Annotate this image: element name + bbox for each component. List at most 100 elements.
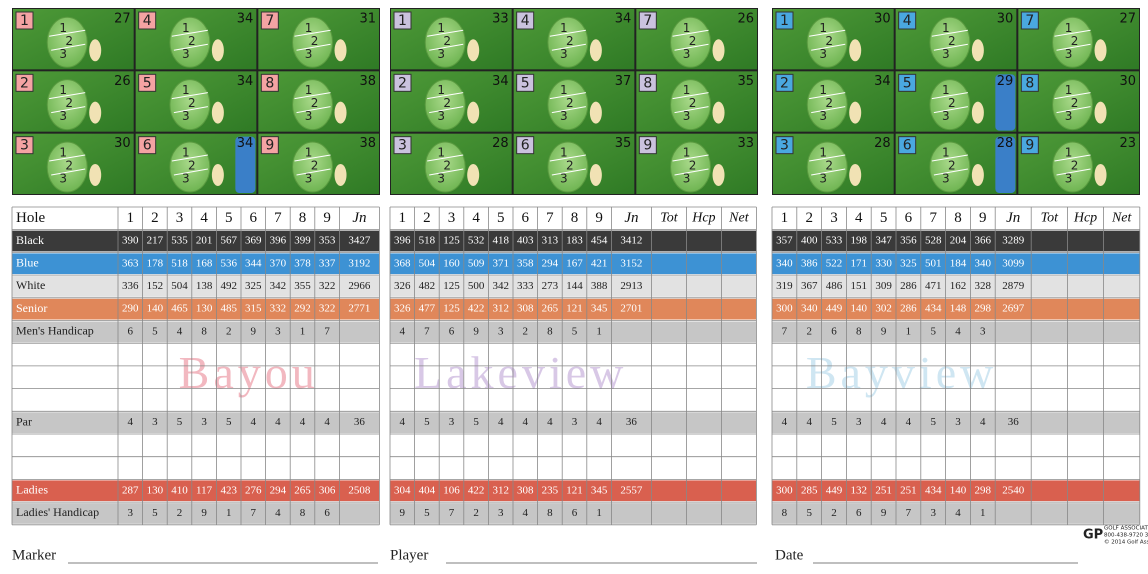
score-value: 4 — [906, 416, 912, 428]
green — [806, 16, 848, 68]
score-value: 423 — [220, 484, 237, 496]
green-zone-number: 1 — [182, 21, 190, 35]
score-value: 3427 — [348, 235, 371, 247]
score-value: 9 — [201, 507, 207, 519]
score-value: 370 — [270, 257, 287, 269]
score-value: 140 — [950, 484, 967, 496]
score-value: 353 — [319, 235, 336, 247]
row-label: Ladies — [16, 483, 48, 497]
logo-line: GOLF ASSOCIATES 99 — [1104, 526, 1148, 532]
score-value: 330 — [875, 257, 892, 269]
score-value: 371 — [492, 257, 509, 269]
green-zone-number: 2 — [65, 158, 73, 172]
green — [806, 141, 848, 193]
hole-number: 4 — [143, 13, 152, 29]
bunker — [971, 39, 984, 62]
score-value: 3 — [128, 507, 134, 519]
score-value: 5 — [930, 325, 936, 337]
score-value: 4 — [275, 507, 281, 519]
green-divider — [427, 29, 464, 37]
score-value: 286 — [900, 280, 917, 292]
score-value: 368 — [394, 257, 411, 269]
hole-badge — [260, 136, 279, 155]
green-zone-number: 1 — [683, 83, 691, 97]
score-value: 3 — [498, 325, 504, 337]
score-value: 345 — [591, 484, 608, 496]
logo-mark: GP — [1083, 528, 1103, 543]
score-value: 434 — [925, 484, 942, 496]
score-value: 322 — [319, 280, 336, 292]
header-hole-number: 8 — [571, 210, 579, 226]
footer-label: Player — [390, 547, 428, 563]
score-value: 1 — [226, 507, 232, 519]
score-value: 3 — [955, 416, 961, 428]
header-hole-number: 1 — [127, 210, 135, 226]
hole-badge — [516, 136, 535, 155]
hole-badge — [638, 11, 657, 30]
score-value: 160 — [443, 257, 460, 269]
header-hole-number: 4 — [200, 210, 208, 226]
score-value: 2697 — [1002, 303, 1025, 315]
bunker — [849, 101, 862, 124]
green-zone-number: 2 — [188, 34, 196, 48]
header-hole: Hole — [16, 210, 46, 226]
score-value: 4 — [782, 416, 788, 428]
score-value: 518 — [171, 257, 188, 269]
hole-badge — [15, 11, 34, 30]
header-hole-number: 8 — [299, 210, 307, 226]
score-value: 298 — [975, 484, 992, 496]
course-watermark: Bayview — [806, 347, 998, 398]
hole-badge — [775, 73, 794, 92]
bunker — [211, 101, 224, 124]
score-value: 148 — [950, 303, 967, 315]
hole-badge — [898, 136, 917, 155]
green — [169, 16, 211, 68]
score-value: 4 — [128, 416, 134, 428]
green-divider — [549, 154, 586, 162]
row-band — [772, 276, 1140, 297]
row-band — [772, 412, 1140, 433]
header-hole-number: 7 — [929, 210, 937, 226]
bunker — [334, 101, 347, 124]
green-divider — [1056, 168, 1091, 176]
score-value: 3 — [152, 416, 158, 428]
green — [670, 16, 712, 68]
score-value: 140 — [851, 303, 868, 315]
green-divider — [171, 29, 208, 37]
hole-number: 2 — [20, 75, 29, 91]
bunker — [1094, 101, 1107, 124]
score-value: 3099 — [1002, 257, 1025, 269]
score-value: 2 — [177, 507, 183, 519]
green — [670, 141, 712, 193]
green-divider — [296, 43, 331, 51]
hole-number: 4 — [903, 13, 912, 29]
logo-line: 800-438-9720 34 — [1104, 533, 1148, 539]
hole-badge — [260, 11, 279, 30]
score-value: 336 — [122, 280, 139, 292]
hole-tile: 123 7 31 — [258, 9, 379, 70]
hole-badge — [638, 136, 657, 155]
green-divider — [1056, 106, 1091, 114]
green-zone-number: 2 — [65, 96, 73, 110]
hole-badge — [898, 11, 917, 30]
score-value: 3152 — [620, 257, 642, 269]
score-value: 2557 — [620, 484, 643, 496]
score-value: 322 — [319, 303, 336, 315]
green-divider — [933, 106, 968, 114]
header-hole-number: 3 — [176, 210, 184, 226]
green — [169, 141, 211, 193]
score-value: 294 — [542, 257, 559, 269]
score-value: 4 — [300, 416, 306, 428]
score-value: 130 — [196, 303, 213, 315]
score-value: 132 — [851, 484, 868, 496]
score-value: 152 — [147, 280, 164, 292]
hole-badge — [898, 73, 917, 92]
green — [424, 141, 466, 193]
header-hole-number: 9 — [323, 210, 331, 226]
green-zone-number: 2 — [825, 96, 833, 110]
